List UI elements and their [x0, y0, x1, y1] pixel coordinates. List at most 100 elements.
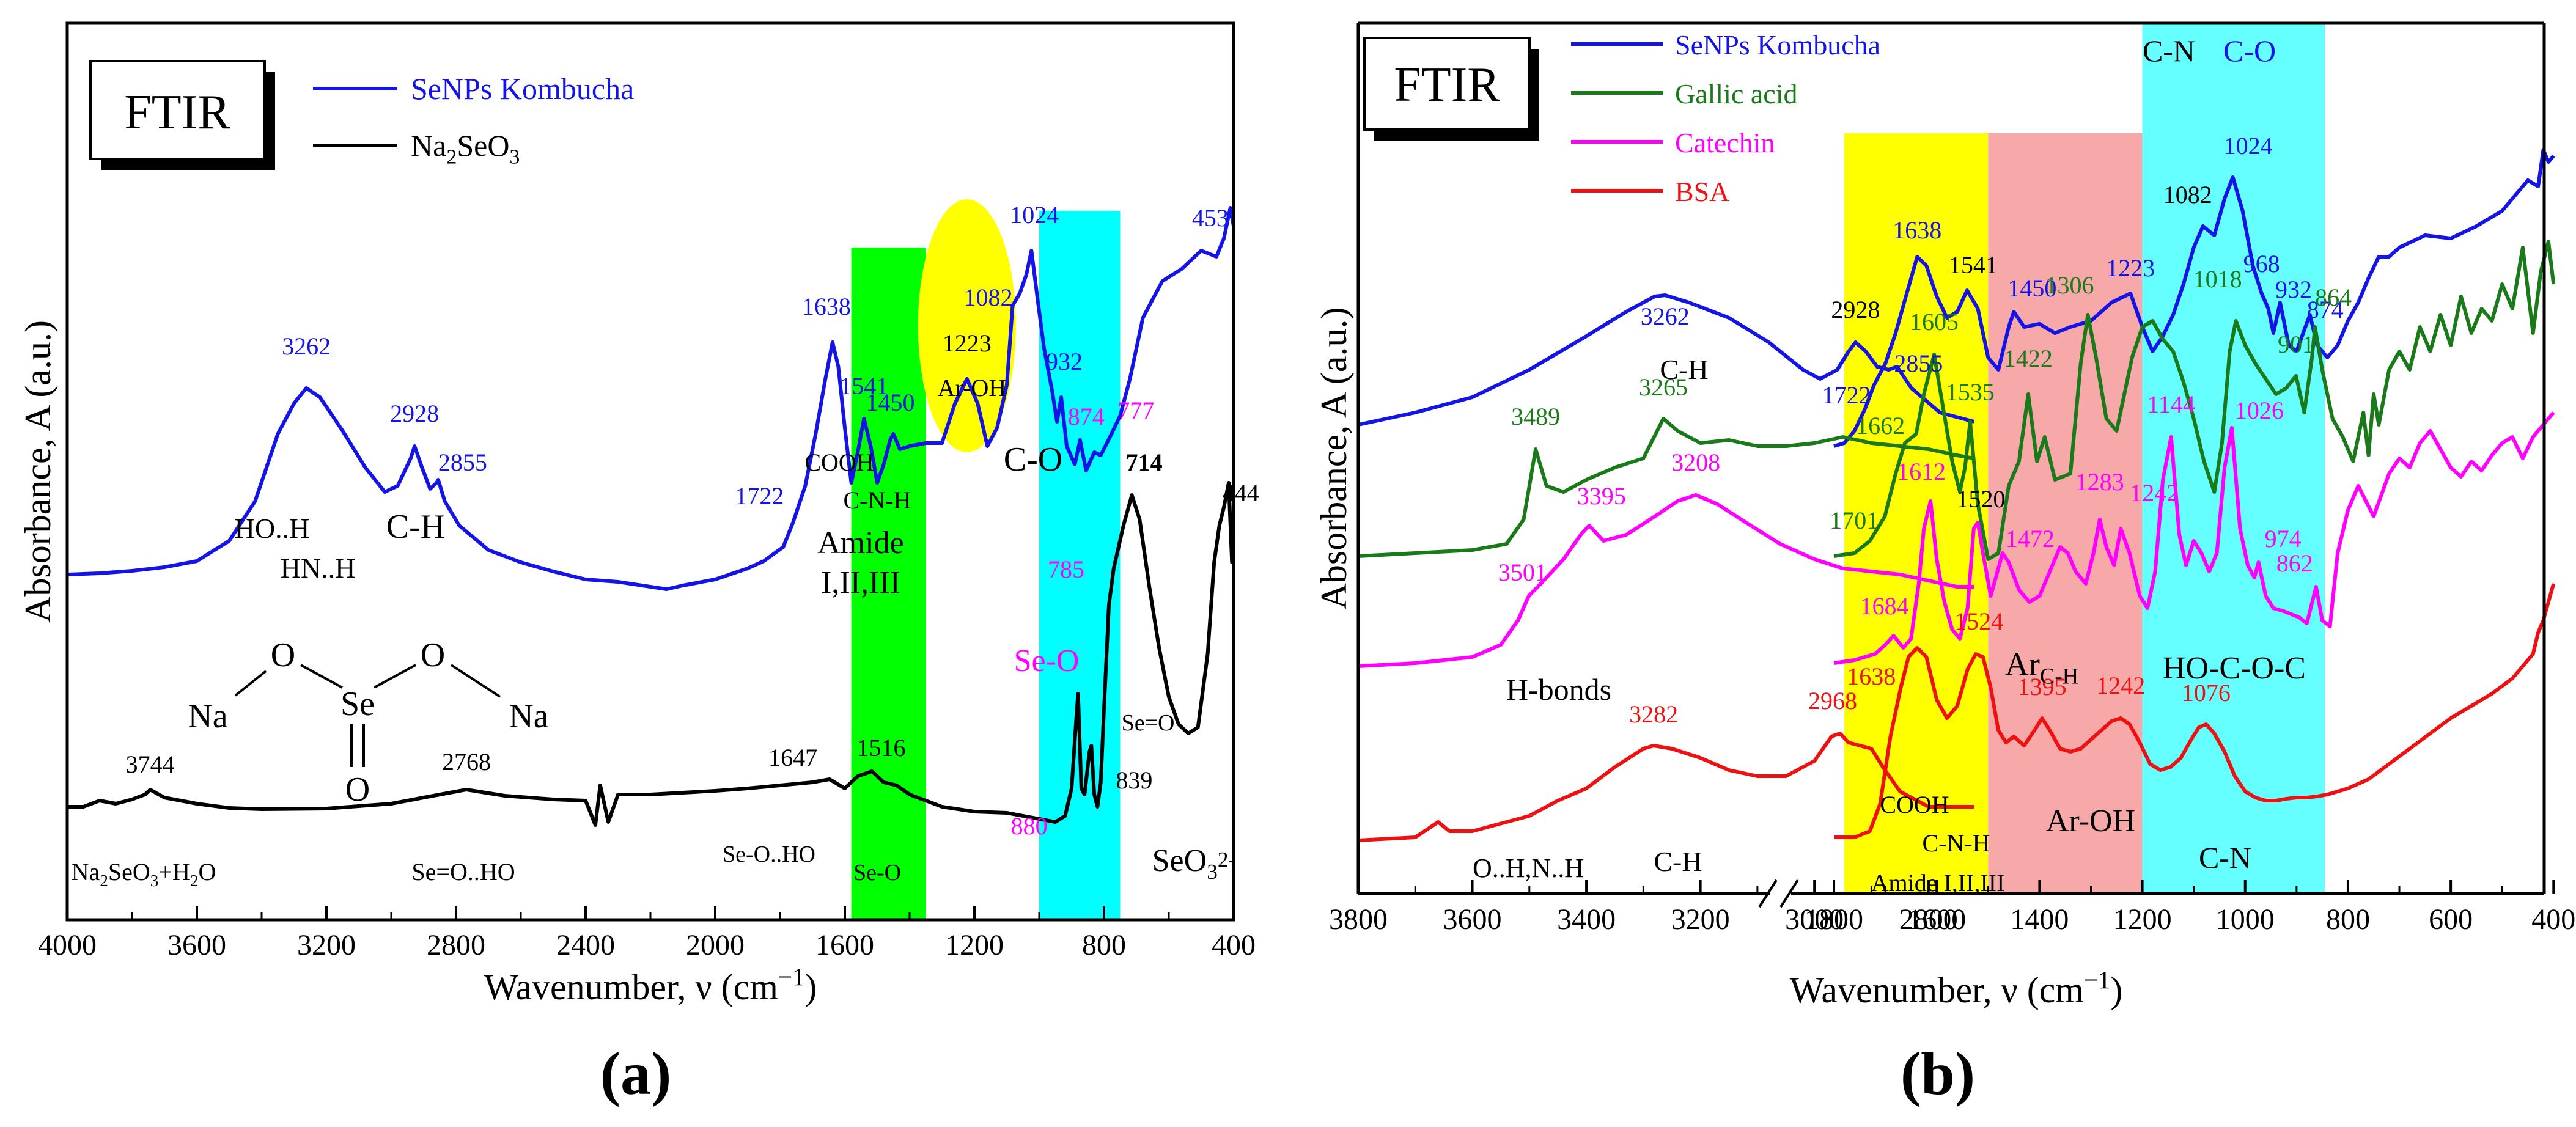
series-line-na2seo3 — [67, 481, 1235, 827]
y-axis-label: Absorbance, A (a.u.) — [18, 320, 58, 623]
x-tick-label: 2800 — [427, 929, 485, 961]
annotation-o-h-n-h: O..H,N..H — [1473, 853, 1584, 883]
peak-label-932: 932 — [1046, 348, 1083, 375]
peak-label-1701: 1701 — [1830, 507, 1879, 534]
x-tick-label: 400 — [2531, 903, 2575, 936]
peak-label-2768: 2768 — [442, 748, 491, 776]
peak-label-3208: 3208 — [1671, 449, 1720, 476]
band-ar-c-h — [1988, 133, 2143, 894]
ftir-box — [1363, 37, 1531, 131]
peak-label-1082: 1082 — [2163, 181, 2212, 208]
annotation-ar-oh: Ar-OH — [938, 374, 1007, 402]
annotation-c-n-top: C-N — [2143, 34, 2195, 68]
peak-label-1638: 1638 — [1893, 216, 1941, 244]
structure-atom-o-right: O — [421, 636, 445, 674]
legend-label-senps-kombucha: SeNPs Kombucha — [1675, 29, 1880, 61]
annotation-c-n-h: C-N-H — [843, 486, 911, 514]
ftir-title: FTIR — [1394, 58, 1500, 112]
legend-label-senps-kombucha: SeNPs Kombucha — [411, 72, 634, 106]
ftir-title: FTIR — [124, 86, 230, 139]
annotation-c-n-h: C-N-H — [1922, 829, 1990, 857]
annotation-cooh: COOH — [1880, 791, 1949, 818]
series-line-catechin — [1358, 411, 2555, 668]
x-tick-label: 3600 — [1443, 903, 1502, 936]
peak-label-2855: 2855 — [438, 449, 487, 476]
peak-label-1450: 1450 — [2007, 274, 2056, 302]
annotation-ho-h: HO..H — [235, 513, 310, 544]
peak-label-1223: 1223 — [943, 329, 992, 357]
peak-label-1520: 1520 — [1956, 485, 2005, 513]
x-tick-label: 3800 — [1329, 903, 1388, 936]
peak-label-1722: 1722 — [735, 482, 784, 510]
annotation-cooh: COOH — [804, 449, 874, 476]
x-tick-label: 600 — [2429, 903, 2473, 936]
x-tick-label: 1600 — [815, 929, 874, 961]
peak-label-444: 444 — [1223, 479, 1259, 507]
annotation-c-h: C-H — [386, 508, 445, 546]
peak-label-864: 864 — [2315, 284, 2352, 311]
x-tick-label: 3600 — [167, 929, 226, 961]
peak-label-974: 974 — [2265, 525, 2302, 552]
peak-label-3282: 3282 — [1629, 700, 1678, 728]
peak-label-3744: 3744 — [126, 751, 175, 778]
peak-label-714: 714 — [1126, 449, 1163, 476]
peak-label-1242: 1242 — [2130, 479, 2179, 507]
x-tick-label: 800 — [2326, 903, 2370, 936]
peak-label-1647: 1647 — [768, 744, 817, 771]
peak-label-1535: 1535 — [1946, 378, 1995, 406]
legend-label-gallic-acid: Gallic acid — [1675, 78, 1798, 109]
axis-break-mark — [1758, 879, 1778, 908]
peak-label-1024: 1024 — [1010, 201, 1059, 229]
panel-b: 3800 3600 3400 3200 3000 2800 1800 1600 1400 1200… — [1314, 21, 2575, 1107]
peak-label-1242: 1242 — [2096, 672, 2145, 699]
peak-label-874: 874 — [1068, 403, 1105, 430]
annotation-ho-c-o-c: HO-C-O-C — [2163, 651, 2306, 686]
peak-label-1516: 1516 — [857, 734, 906, 762]
x-tick-label: 3400 — [1557, 903, 1616, 936]
legend-label-bsa: BSA — [1675, 176, 1729, 207]
x-tick-label: 3200 — [1671, 903, 1730, 936]
peak-label-1026: 1026 — [2235, 397, 2284, 424]
x-axis-label: Wavenumber, ν (cm−1) — [484, 963, 817, 1007]
structure-bond — [234, 670, 267, 697]
peak-label-1024: 1024 — [2224, 132, 2273, 160]
annotation-se-dbl-o: Se=O — [1122, 710, 1175, 736]
peak-label-1541: 1541 — [839, 372, 888, 400]
peak-label-901: 901 — [2278, 331, 2314, 358]
peak-label-1144: 1144 — [2147, 391, 2195, 418]
peak-label-1605: 1605 — [1910, 308, 1959, 336]
peak-label-1283: 1283 — [2075, 468, 2124, 496]
annotation-c-o-top: C-O — [2223, 34, 2276, 68]
axis-break-mark — [1779, 879, 1799, 908]
peak-label-1662: 1662 — [1856, 412, 1905, 439]
peak-label-2928: 2928 — [1831, 296, 1880, 323]
peak-label-932: 932 — [2275, 276, 2312, 303]
annotation-seo3: SeO32- — [1152, 843, 1236, 884]
band-c-o — [1039, 211, 1121, 920]
peak-label-1524: 1524 — [1954, 608, 2003, 635]
peak-label-1638: 1638 — [1847, 663, 1896, 690]
x-axis-label: Wavenumber, ν (cm−1) — [1790, 966, 2123, 1010]
peak-label-3262: 3262 — [1641, 303, 1690, 330]
annotation-ar-c-h: ArC-H — [2005, 646, 2078, 689]
peak-label-874: 874 — [2307, 296, 2344, 323]
peak-label-1422: 1422 — [2004, 345, 2053, 372]
peak-label-880: 880 — [1011, 812, 1048, 840]
annotation-se-o-pink: Se-O — [1014, 644, 1080, 678]
legend-label-catechin: Catechin — [1675, 127, 1775, 158]
peak-label-2855: 2855 — [1894, 350, 1943, 377]
annotation-na2seo3-h2o: Na2SeO3+H2O — [72, 858, 216, 890]
annotation-se-o-band: Se-O — [853, 860, 901, 886]
peak-label-2928: 2928 — [390, 400, 439, 427]
peak-label-1684: 1684 — [1860, 592, 1909, 620]
ar-oh-ellipse — [918, 199, 1016, 452]
structure-bond — [450, 664, 501, 698]
peak-label-3262: 3262 — [282, 332, 331, 360]
peak-label-1450: 1450 — [866, 389, 915, 416]
x-tick-label: 400 — [1212, 929, 1256, 961]
series-line-gallic-acid — [1358, 240, 2556, 561]
annotation-se-o-ho: Se-O..HO — [723, 842, 815, 867]
x-tick-label: 1800 — [1805, 903, 1863, 936]
ftir-box — [89, 60, 266, 160]
